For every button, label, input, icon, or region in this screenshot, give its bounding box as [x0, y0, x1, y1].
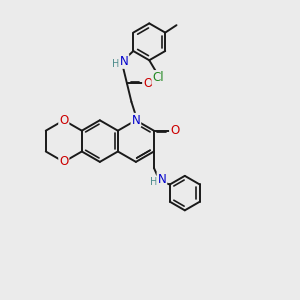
Text: O: O: [59, 155, 68, 168]
Text: H: H: [112, 59, 120, 69]
Text: O: O: [170, 124, 179, 137]
Text: O: O: [143, 77, 152, 90]
Text: N: N: [120, 55, 128, 68]
Text: H: H: [150, 176, 158, 187]
Text: N: N: [131, 114, 140, 127]
Text: Cl: Cl: [152, 71, 164, 84]
Text: O: O: [59, 114, 68, 127]
Text: N: N: [158, 172, 166, 186]
